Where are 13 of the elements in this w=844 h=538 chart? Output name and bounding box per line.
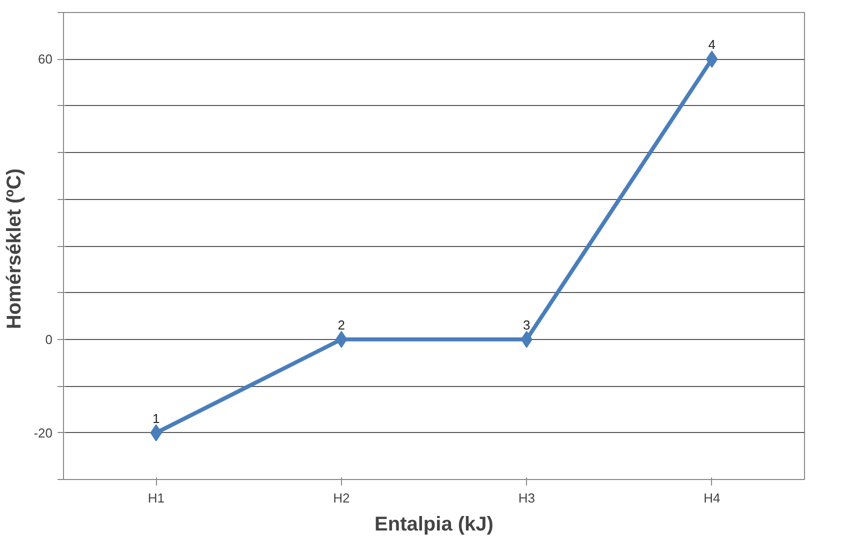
annotation: 1 [152,410,160,426]
y-axis-title: Homérséklet (ºC) [4,168,26,330]
y-tick-label: 60 [38,52,53,67]
annotation: 4 [708,37,716,52]
x-axis-title: Entalpia (kJ) [374,514,494,536]
x-tick-label: H1 [148,490,164,506]
annotation: 3 [523,317,530,332]
x-tick-label: H4 [704,490,720,506]
annotation: 2 [338,317,345,332]
y-tick-label: 0 [45,332,53,347]
x-tick-label: H2 [333,490,350,506]
y-tick-label: -20 [34,425,53,440]
x-tick-label: H3 [518,490,535,506]
